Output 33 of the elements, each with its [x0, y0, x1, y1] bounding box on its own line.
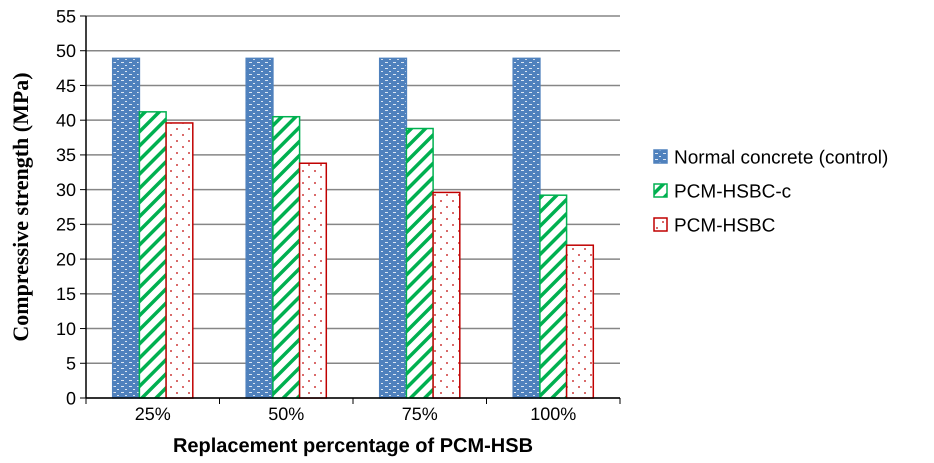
- bar: [165, 122, 194, 399]
- y-tick-label: 50: [56, 41, 76, 62]
- y-tick-label: 20: [56, 249, 76, 270]
- bar: [272, 116, 300, 399]
- y-tick-label: 55: [56, 6, 76, 26]
- y-tick-label: 45: [56, 76, 76, 96]
- x-tick-label: 50%: [268, 404, 304, 424]
- bar: [432, 192, 461, 399]
- legend-label: Normal concrete (control): [674, 148, 888, 169]
- y-tick-label: 35: [56, 145, 76, 166]
- bar: [298, 162, 328, 399]
- bar: [512, 58, 541, 399]
- y-tick-label: 40: [56, 110, 76, 130]
- y-tick-label: 0: [66, 388, 76, 408]
- y-tick-label: 10: [56, 318, 76, 339]
- bar: [539, 194, 568, 399]
- x-axis-title: Replacement percentage of PCM-HSB: [172, 435, 534, 457]
- y-tick-label: 15: [56, 284, 76, 304]
- y-axis-title: Compressive strength (MPa): [8, 72, 33, 342]
- legend-label: PCM-HSBC: [674, 216, 776, 237]
- x-tick-label: 25%: [134, 404, 171, 424]
- bar: [378, 58, 408, 399]
- x-tick-label: 100%: [530, 404, 576, 424]
- bar: [112, 58, 140, 399]
- bar: [245, 58, 274, 399]
- y-tick-label: 30: [56, 180, 76, 200]
- bar: [138, 111, 167, 399]
- y-tick-label: 25: [56, 214, 76, 235]
- bar: [406, 128, 434, 399]
- y-tick-label: 5: [66, 354, 76, 374]
- legend-label: PCM-HSBC-c: [674, 182, 792, 203]
- x-tick-label: 75%: [402, 404, 438, 424]
- bar: [566, 244, 594, 399]
